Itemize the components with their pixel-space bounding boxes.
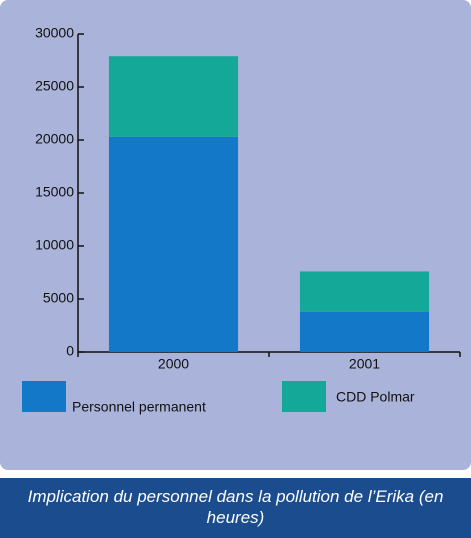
legend-swatch (282, 381, 326, 412)
bar-segment (299, 311, 430, 352)
legend-label: Personnel permanent (72, 399, 206, 415)
y-tick-label: 15000 (35, 184, 74, 200)
legend-swatch (22, 381, 66, 412)
bar-segment (108, 56, 239, 137)
y-tick-label: 10000 (35, 237, 74, 253)
y-tick-label: 5000 (43, 290, 74, 306)
y-tick-label: 20000 (35, 131, 74, 147)
bar-segment (108, 136, 239, 352)
y-tick-label: 25000 (35, 78, 74, 94)
x-tick-label: 2001 (349, 356, 380, 372)
chart-title: Implication du personnel dans la polluti… (0, 478, 471, 538)
y-tick-label: 30000 (35, 25, 74, 41)
legend-label: CDD Polmar (336, 389, 415, 405)
bar-segment (299, 271, 430, 312)
y-tick-label: 0 (66, 343, 74, 359)
x-tick-label: 2000 (158, 356, 189, 372)
chart: 0 5000 10000 15000 20000 25000 30000 2000 2001 Pe… (22, 25, 461, 415)
